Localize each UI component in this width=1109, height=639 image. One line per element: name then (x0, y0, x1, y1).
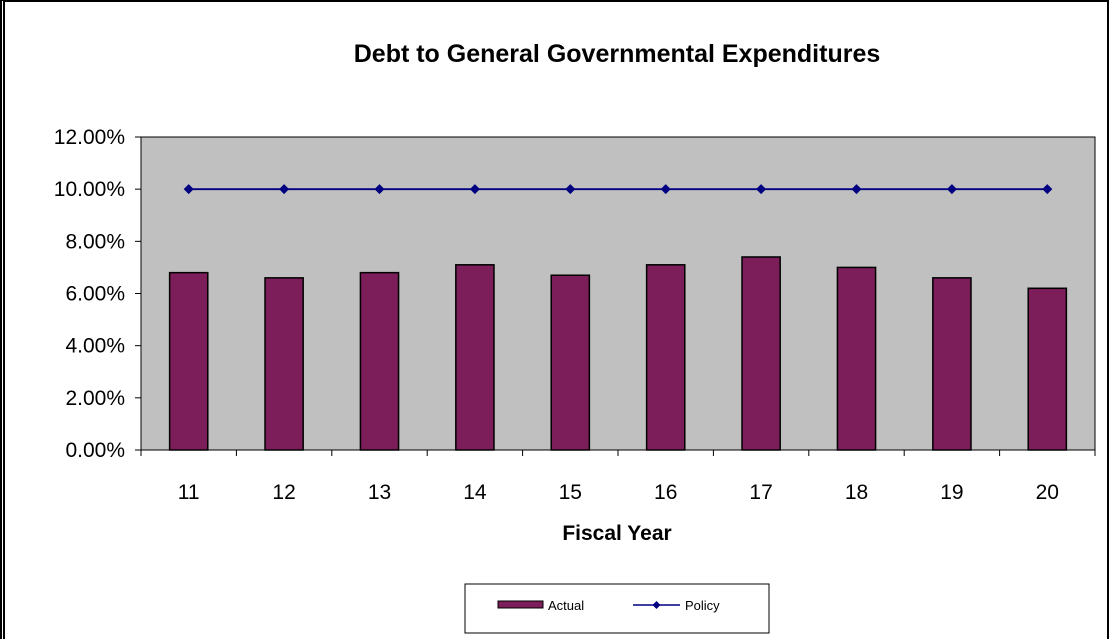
actual-bars (168, 256, 1068, 451)
chart-title: Debt to General Governmental Expenditure… (354, 40, 881, 68)
x-tick-label: 13 (368, 481, 391, 504)
y-tick-label: 4.00% (65, 335, 125, 358)
policy-marker (183, 184, 194, 195)
bar-actual (1027, 287, 1068, 451)
x-tick-label: 15 (559, 481, 582, 504)
bar-actual (264, 277, 304, 451)
x-tick-label: 12 (272, 481, 295, 504)
policy-marker (1042, 184, 1053, 195)
x-tick-label: 14 (463, 481, 487, 504)
policy-marker (374, 184, 385, 195)
x-tick-label: 17 (749, 481, 772, 504)
x-tick-label: 11 (178, 481, 200, 504)
policy-marker (469, 184, 480, 195)
x-tick-label: 19 (940, 481, 963, 504)
x-tick-label: 20 (1036, 481, 1059, 504)
policy-marker (851, 184, 862, 195)
y-tick-label: 10.00% (54, 178, 125, 201)
legend: Actual Policy (464, 583, 770, 634)
x-axis: 11 12 13 14 15 16 17 18 19 20 (140, 449, 1096, 504)
bar-actual (168, 271, 209, 451)
policy-line (183, 184, 1053, 195)
x-tick-label: 18 (845, 481, 868, 504)
legend-actual-label: Actual (548, 598, 584, 613)
legend-policy-marker (652, 601, 661, 609)
policy-marker (565, 184, 576, 195)
y-tick-label: 2.00% (65, 387, 125, 410)
policy-marker (756, 184, 767, 195)
x-axis-title: Fiscal Year (562, 522, 671, 545)
bar-actual (741, 256, 781, 451)
y-axis: 0.00% 2.00% 4.00% 6.00% 8.00% 10.00% 12.00% (54, 126, 142, 462)
policy-marker (946, 184, 957, 195)
policy-marker (279, 184, 290, 195)
chart: Debt to General Governmental Expenditure… (54, 40, 1096, 634)
bar-actual (836, 266, 877, 451)
x-tick-label: 16 (654, 481, 677, 504)
bar-actual (550, 274, 591, 451)
y-tick-label: 8.00% (65, 230, 125, 253)
y-tick-label: 6.00% (65, 283, 125, 306)
policy-marker (660, 184, 671, 195)
bar-actual (932, 277, 972, 451)
bar-actual (455, 264, 495, 451)
legend-actual-swatch (497, 600, 544, 609)
bar-actual (645, 264, 686, 451)
legend-policy-label: Policy (685, 598, 720, 613)
y-tick-label: 12.00% (54, 126, 125, 149)
bar-actual (359, 271, 400, 451)
y-tick-label: 0.00% (65, 439, 125, 462)
